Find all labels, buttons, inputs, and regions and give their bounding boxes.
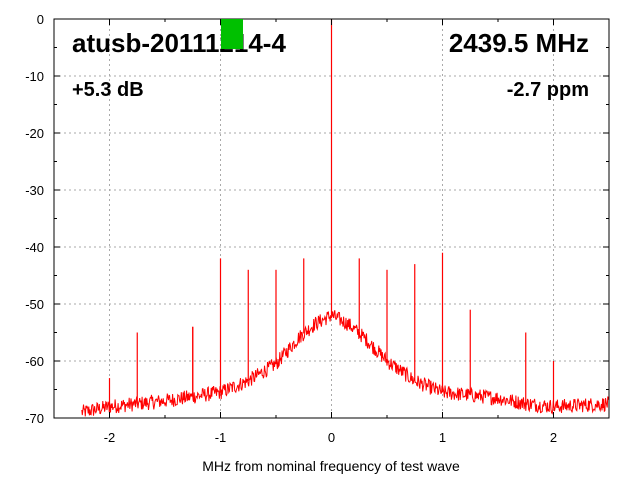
y-tick-label: -60 <box>25 354 44 369</box>
y-tick-label: -30 <box>25 183 44 198</box>
status-indicator <box>221 19 243 49</box>
x-tick-label: -2 <box>104 430 116 445</box>
frequency-label: 2439.5 MHz <box>449 28 589 58</box>
y-tick-label: -10 <box>25 69 44 84</box>
power-label: +5.3 dB <box>72 79 144 101</box>
offset-label: -2.7 ppm <box>507 79 589 101</box>
x-tick-label: -1 <box>215 430 227 445</box>
y-tick-label: 0 <box>37 12 44 27</box>
y-tick-label: -50 <box>25 297 44 312</box>
axis-ticks: 0-10-20-30-40-50-60-70-2 -1 0 1 2 <box>25 12 610 445</box>
x-axis-title: MHz from nominal frequency of test wave <box>202 458 460 474</box>
spectrum-trace <box>81 310 610 417</box>
x-tick-label: 0 <box>328 430 335 445</box>
y-tick-label: -40 <box>25 240 44 255</box>
device-label: atusb-20111214-4 <box>72 28 286 58</box>
x-tick-label: 2 <box>550 430 557 445</box>
data-layer <box>81 19 610 417</box>
y-tick-label: -20 <box>25 126 44 141</box>
x-tick-label: 1 <box>439 430 446 445</box>
y-tick-label: -70 <box>25 411 44 426</box>
